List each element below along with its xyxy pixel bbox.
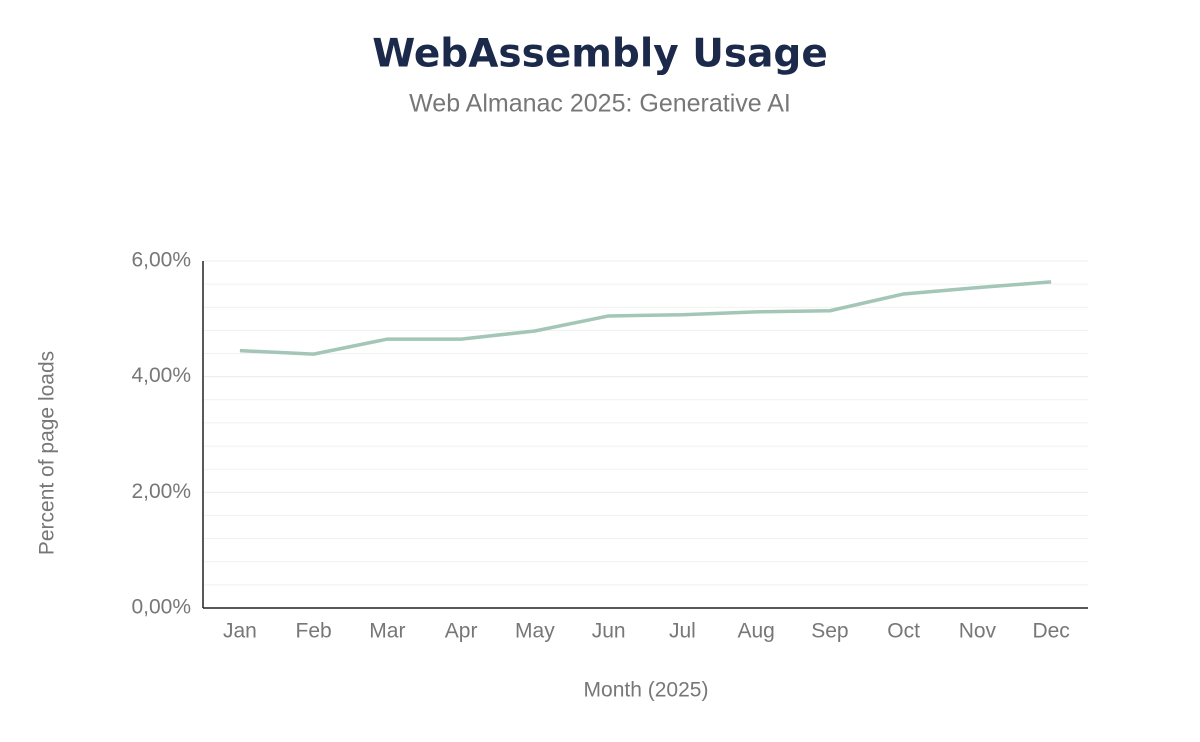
x-tick-label: Jun [592, 620, 626, 643]
x-tick-label: Sep [811, 620, 848, 643]
chart-title: WebAssembly Usage [372, 32, 828, 77]
x-tick-label: May [515, 620, 555, 643]
x-tick-label: Jul [669, 620, 696, 643]
y-tick-label: 4,00% [131, 364, 191, 387]
chart-subtitle: Web Almanac 2025: Generative AI [409, 90, 791, 118]
x-tick-label: Mar [369, 620, 405, 643]
y-tick-label: 0,00% [131, 596, 191, 619]
y-tick-label: 2,00% [131, 480, 191, 503]
x-tick-label: Oct [887, 620, 920, 643]
x-tick-label: Jan [223, 620, 257, 643]
x-tick-label: Apr [445, 620, 478, 643]
x-tick-label: Dec [1032, 620, 1069, 643]
data-line [239, 280, 1052, 356]
x-tick-label: Feb [296, 620, 332, 643]
x-tick-label: Aug [737, 620, 774, 643]
y-axis-label: Percent of page loads [36, 351, 59, 555]
x-axis-label: Month (2025) [584, 679, 709, 702]
y-tick-label: 6,00% [131, 249, 191, 272]
x-tick-label: Nov [959, 620, 997, 643]
